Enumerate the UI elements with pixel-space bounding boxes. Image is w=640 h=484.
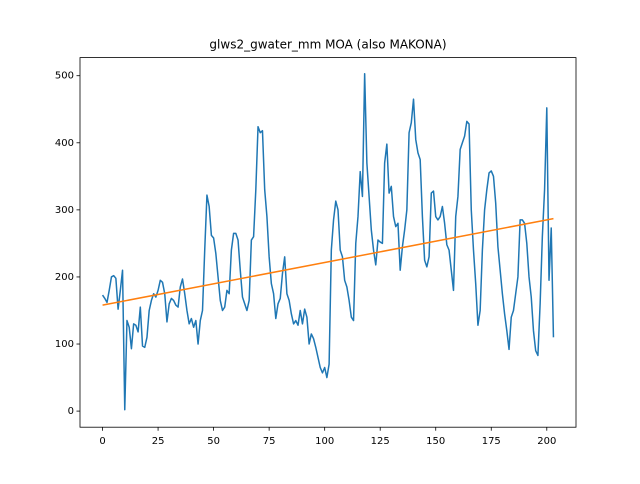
line: [101, 72, 555, 411]
x-tick-label: 150: [426, 436, 445, 447]
x-tick-label: 175: [482, 436, 501, 447]
x-tick-label: 75: [263, 436, 276, 447]
y-tick-label: 300: [55, 205, 74, 216]
x-tick-label: 125: [371, 436, 390, 447]
x-tick-label: 50: [207, 436, 220, 447]
y-tick-label: 100: [55, 339, 74, 350]
chart-title: glws2_gwater_mm MOA (also MAKONA): [209, 38, 446, 52]
line: [102, 217, 554, 306]
y-tick-label: 500: [55, 71, 74, 82]
x-tick-label: 200: [537, 436, 556, 447]
x-tick-label: 0: [99, 436, 105, 447]
y-tick-label: 200: [55, 272, 74, 283]
x-tick-label: 100: [315, 436, 334, 447]
y-tick-label: 0: [68, 406, 74, 417]
plot-frame: [79, 57, 577, 428]
x-tick-label: 25: [152, 436, 165, 447]
y-tick-label: 400: [55, 138, 74, 149]
